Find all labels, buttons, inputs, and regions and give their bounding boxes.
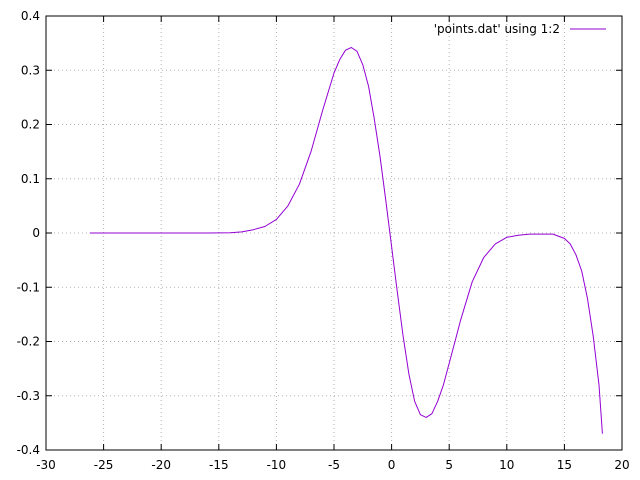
grid <box>46 16 622 450</box>
x-tick-label: 5 <box>445 458 453 472</box>
series-layer <box>89 47 603 434</box>
x-tick-label: 0 <box>388 458 396 472</box>
x-tick-label: 10 <box>499 458 514 472</box>
y-tick-label: -0.3 <box>17 389 40 403</box>
y-tick-label: -0.1 <box>17 280 40 294</box>
legend: 'points.dat' using 1:2 <box>434 22 606 36</box>
y-tick-label: 0.4 <box>21 9 40 23</box>
y-tick-label: 0.3 <box>21 63 40 77</box>
x-tick-label: -15 <box>209 458 229 472</box>
y-tick-label: -0.4 <box>17 443 40 457</box>
y-tick-label: -0.2 <box>17 335 40 349</box>
x-tick-label: 20 <box>614 458 629 472</box>
x-tick-label: -20 <box>151 458 171 472</box>
x-tick-label: -10 <box>267 458 287 472</box>
x-tick-label: -30 <box>36 458 56 472</box>
x-tick-label: 15 <box>557 458 572 472</box>
legend-label: 'points.dat' using 1:2 <box>434 22 560 36</box>
y-tick-label: 0 <box>32 226 40 240</box>
x-tick-label: -25 <box>94 458 114 472</box>
x-tick-label: -5 <box>328 458 340 472</box>
y-tick-label: 0.2 <box>21 118 40 132</box>
series-line <box>89 47 603 434</box>
plot-border <box>45 15 623 451</box>
y-tick-label: 0.1 <box>21 172 40 186</box>
tick-labels: -30 -25 -20 -15 -10 -5 0 5 10 15 20 -0.4 -0.3 -0.2 -0.… <box>17 9 630 472</box>
